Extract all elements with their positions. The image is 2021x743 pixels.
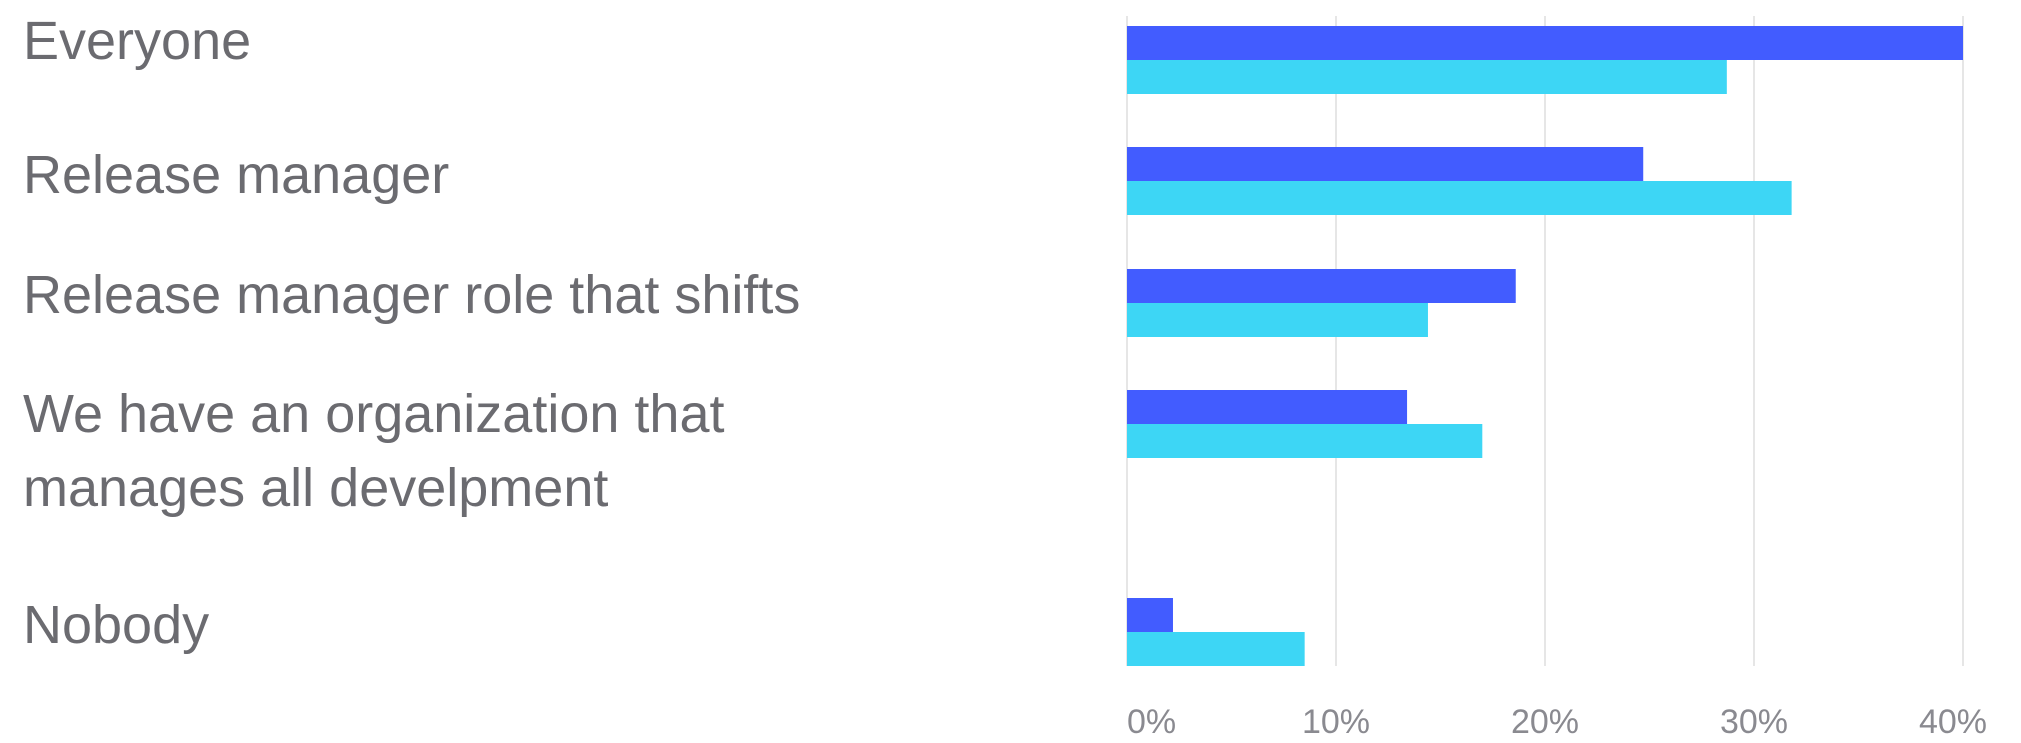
bar-series-1 bbox=[1127, 390, 1408, 424]
bar-series-1 bbox=[1127, 598, 1173, 632]
bar-series-1 bbox=[1127, 147, 1644, 181]
gridlines bbox=[1126, 16, 1964, 666]
bar-series-2 bbox=[1127, 424, 1483, 458]
category-label-line: manages all develpment bbox=[23, 458, 608, 518]
x-axis-ticks: 0% 10% 20% 30% 40% bbox=[1127, 703, 1987, 741]
category-label-line: We have an organization that bbox=[23, 384, 724, 444]
category-label: Release manager role that shifts bbox=[23, 265, 800, 325]
x-tick-label: 20% bbox=[1511, 703, 1579, 741]
category-label: Release manager bbox=[23, 145, 449, 205]
x-tick-label: 10% bbox=[1302, 703, 1370, 741]
category-label: Everyone bbox=[23, 11, 251, 71]
bars bbox=[1127, 26, 1963, 666]
x-tick-label: 30% bbox=[1720, 703, 1788, 741]
bar-series-2 bbox=[1127, 181, 1792, 215]
category-label-line: Nobody bbox=[23, 595, 209, 655]
category-label: Nobody bbox=[23, 595, 209, 655]
bar-series-1 bbox=[1127, 26, 1963, 60]
category-label-line: Everyone bbox=[23, 11, 251, 71]
x-tick-label: 40% bbox=[1919, 703, 1987, 741]
bar-series-2 bbox=[1127, 60, 1727, 94]
category-label-line: Release manager bbox=[23, 145, 449, 205]
category-label: We have an organization that manages all … bbox=[23, 384, 724, 518]
category-labels: Everyone Release manager Release manager r… bbox=[23, 11, 800, 655]
bar-series-1 bbox=[1127, 269, 1516, 303]
bar-series-2 bbox=[1127, 632, 1305, 666]
x-tick-label: 0% bbox=[1127, 703, 1176, 741]
bar-series-2 bbox=[1127, 303, 1428, 337]
category-label-line: Release manager role that shifts bbox=[23, 265, 800, 325]
